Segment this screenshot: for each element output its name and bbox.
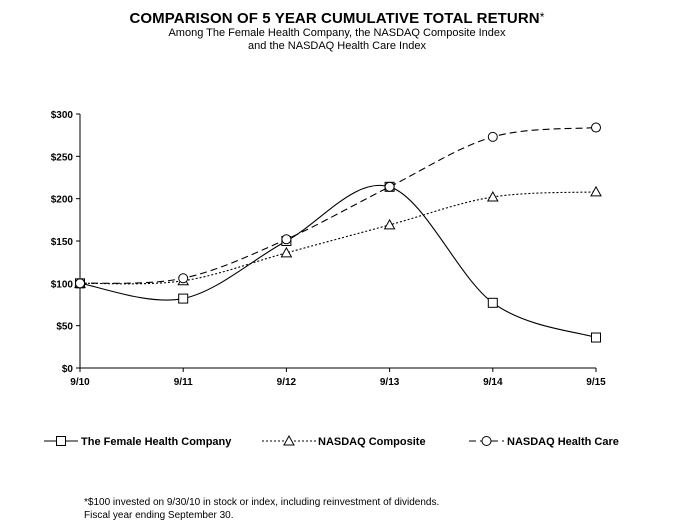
legend-label-nasdaq-health-care: NASDAQ Health Care [507,436,619,448]
legend-item-nasdaq-composite: NASDAQ Composite [262,434,426,448]
y-tick-label: $300 [51,110,74,121]
y-tick-label: $250 [51,152,74,163]
chart-plot-area [74,122,602,343]
data-point-nasdaq-composite [590,185,602,197]
data-point-nasdaq-composite [280,246,293,258]
footnote: *$100 invested on 9/30/10 in stock or in… [84,496,439,522]
x-tick-label: 9/12 [277,377,297,388]
x-tick-label: 9/11 [174,377,193,388]
legend-item-the-female-health-company: The Female Health Company [44,436,232,448]
data-point-nasdaq-health-care [384,181,395,192]
x-tick-label: 9/14 [483,377,503,388]
data-point-nasdaq-health-care [487,131,498,142]
chart-subtitle-line-2: and the NASDAQ Health Care Index [248,40,426,52]
legend-marker-nasdaq-health-care [481,436,492,446]
series-nasdaq-health-care [75,122,601,289]
data-point-nasdaq-composite [486,190,499,202]
legend-label-nasdaq-composite: NASDAQ Composite [318,436,426,448]
legend-marker-nasdaq-composite [283,434,295,446]
y-tick-label: $50 [56,322,73,333]
y-tick-label: $0 [62,364,74,375]
data-point-nasdaq-health-care [178,273,189,284]
series-the-female-health-company [75,181,601,343]
title-marker: * [539,10,545,24]
legend-item-nasdaq-health-care: NASDAQ Health Care [469,436,619,448]
series-line-the-female-health-company [79,184,597,339]
data-point-nasdaq-health-care [281,234,292,245]
data-point-nasdaq-health-care [75,278,85,289]
data-point-the-female-health-company [487,297,498,308]
series-line-nasdaq-health-care [79,126,597,284]
data-point-the-female-health-company [178,293,189,304]
x-tick-label: 9/13 [380,377,400,388]
y-tick-label: $200 [51,195,74,206]
series-nasdaq-composite [74,185,602,288]
chart-header: COMPARISON OF 5 YEAR CUMULATIVE TOTAL RE… [0,10,674,53]
x-tick-label: 9/15 [586,377,606,388]
series-line-nasdaq-composite [79,191,597,285]
y-tick-label: $150 [51,237,74,248]
chart-subtitle-line-1: Among The Female Health Company, the NAS… [168,27,506,39]
chart-axes: $0 $50 $100 $150 $200 $250 $300 9/10 9/11 9/12 9/1… [51,110,606,388]
x-tick-label: 9/10 [70,377,90,388]
footnote-line-1: *$100 invested on 9/30/10 in stock or in… [84,497,440,508]
chart-legend: The Female Health Company NASDAQ Composit… [44,434,619,448]
legend-label-the-female-health-company: The Female Health Company [81,436,232,448]
legend-marker-the-female-health-company [56,436,66,446]
data-point-nasdaq-composite [383,218,396,230]
data-point-nasdaq-health-care [591,122,601,133]
footnote-line-2: Fiscal year ending September 30. [84,510,234,521]
chart-title: COMPARISON OF 5 YEAR CUMULATIVE TOTAL RE… [129,10,545,27]
data-point-the-female-health-company [591,332,601,343]
y-tick-label: $100 [51,279,74,290]
